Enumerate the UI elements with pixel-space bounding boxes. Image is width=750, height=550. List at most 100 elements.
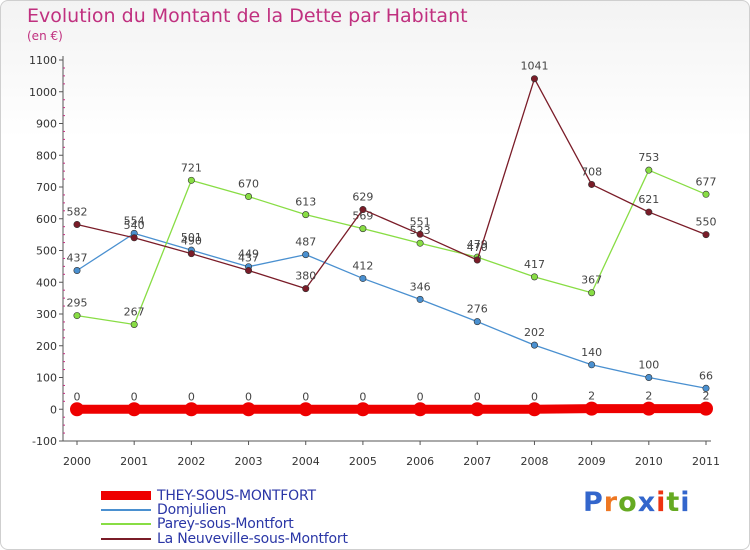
- y-tick-label: 700: [36, 181, 57, 194]
- y-tick-label: 500: [36, 245, 57, 258]
- x-tick-label: 2007: [463, 455, 491, 468]
- logo-letter: P: [583, 487, 604, 518]
- data-point: [245, 267, 253, 275]
- x-tick-label: 2005: [349, 455, 377, 468]
- series-they-sous-montfort: 0 0 0 0 0 0 0 0 0 2 2 2: [70, 390, 713, 417]
- legend-item: Parey-sous-Montfort: [101, 515, 294, 532]
- data-label: 412: [352, 259, 373, 272]
- data-point: [130, 234, 138, 242]
- data-label: 437: [67, 252, 88, 265]
- legend-swatch: [101, 537, 151, 540]
- data-label: 2: [588, 390, 595, 403]
- x-tick-label: 2010: [635, 455, 663, 468]
- data-label: 0: [302, 390, 309, 403]
- series-line: [76, 232, 707, 389]
- x-tick-label: 2002: [177, 455, 205, 468]
- data-label: 0: [188, 390, 195, 403]
- data-label: 470: [467, 241, 488, 254]
- x-tick-label: 2003: [235, 455, 263, 468]
- data-label: 677: [696, 175, 717, 188]
- data-label: 621: [638, 193, 659, 206]
- x-tick-label: 2004: [292, 455, 320, 468]
- data-point: [187, 176, 195, 184]
- y-tick-label: -100: [32, 435, 57, 448]
- data-point: [470, 402, 485, 417]
- data-point: [645, 208, 653, 216]
- data-point: [702, 384, 710, 392]
- data-point: [416, 295, 424, 303]
- data-point: [359, 206, 367, 214]
- data-label: 276: [467, 303, 488, 316]
- data-label: 1041: [520, 60, 548, 73]
- data-label: 721: [181, 161, 202, 174]
- x-tick-label: 2000: [63, 455, 91, 468]
- series-line: [76, 78, 707, 290]
- data-point: [359, 225, 367, 233]
- data-label: 551: [410, 215, 431, 228]
- data-point: [530, 75, 538, 83]
- data-point: [588, 289, 596, 297]
- legend-label: La Neuveville-sous-Montfort: [157, 530, 348, 547]
- data-point: [130, 320, 138, 328]
- data-label: 100: [638, 359, 659, 372]
- x-tick-label: 2011: [692, 455, 720, 468]
- legend-item: La Neuveville-sous-Montfort: [101, 530, 348, 547]
- x-tick-label: 2006: [406, 455, 434, 468]
- data-point: [73, 312, 81, 320]
- data-point: [641, 401, 656, 416]
- data-point: [73, 220, 81, 228]
- data-label: 753: [638, 151, 659, 164]
- legend-item: Domjulien: [101, 501, 227, 518]
- data-point: [530, 341, 538, 349]
- data-point: [416, 239, 424, 247]
- series-line: [76, 169, 707, 326]
- y-tick-label: 800: [36, 149, 57, 162]
- data-label: 582: [67, 205, 88, 218]
- data-label: 449: [238, 248, 259, 261]
- series-domjulien: 437 554 501 449 487 412 346 276 202 140 100 66: [67, 214, 713, 392]
- data-label: 523: [410, 224, 431, 237]
- data-point: [70, 402, 84, 417]
- chart-title: Evolution du Montant de la Dette par Hab…: [27, 5, 468, 27]
- legend-label: Parey-sous-Montfort: [157, 515, 294, 532]
- data-label: 202: [524, 326, 545, 339]
- data-point: [73, 267, 81, 275]
- y-tick-label: 300: [36, 308, 57, 321]
- data-point: [245, 193, 253, 201]
- data-point: [645, 373, 653, 381]
- data-label: 629: [352, 191, 373, 204]
- data-label: 501: [181, 231, 202, 244]
- logo-letter: i: [680, 487, 691, 518]
- data-label: 367: [581, 274, 602, 287]
- data-point: [416, 230, 424, 238]
- data-point: [302, 211, 310, 219]
- data-label: 346: [410, 280, 431, 293]
- data-point: [298, 402, 313, 417]
- logo-letter: i: [656, 487, 667, 518]
- data-point: [530, 273, 538, 281]
- data-label: 0: [531, 390, 538, 403]
- data-label: 550: [696, 216, 717, 229]
- series-la-neuveville-sous-montfort: 582 540 490 437 380 629 551 470 1041 708 621 550: [67, 60, 717, 293]
- data-point: [355, 402, 370, 417]
- data-label: 417: [524, 258, 545, 271]
- data-point: [473, 256, 481, 264]
- data-point: [473, 318, 481, 326]
- x-tick-label: 2008: [520, 455, 548, 468]
- data-label: 0: [417, 390, 424, 403]
- legend-label: Domjulien: [157, 501, 227, 518]
- data-point: [699, 401, 713, 416]
- data-point: [413, 402, 428, 417]
- data-point: [645, 166, 653, 174]
- series-line: [77, 404, 706, 414]
- legend-swatch: [101, 491, 151, 500]
- data-point: [302, 251, 310, 259]
- data-label: 0: [245, 390, 252, 403]
- data-point: [187, 250, 195, 258]
- data-label: 66: [699, 369, 713, 382]
- proxiti-logo: Proxiti: [583, 487, 691, 518]
- legend-label: THEY-SOUS-MONTFORT: [157, 487, 316, 504]
- x-tick-label: 2009: [578, 455, 606, 468]
